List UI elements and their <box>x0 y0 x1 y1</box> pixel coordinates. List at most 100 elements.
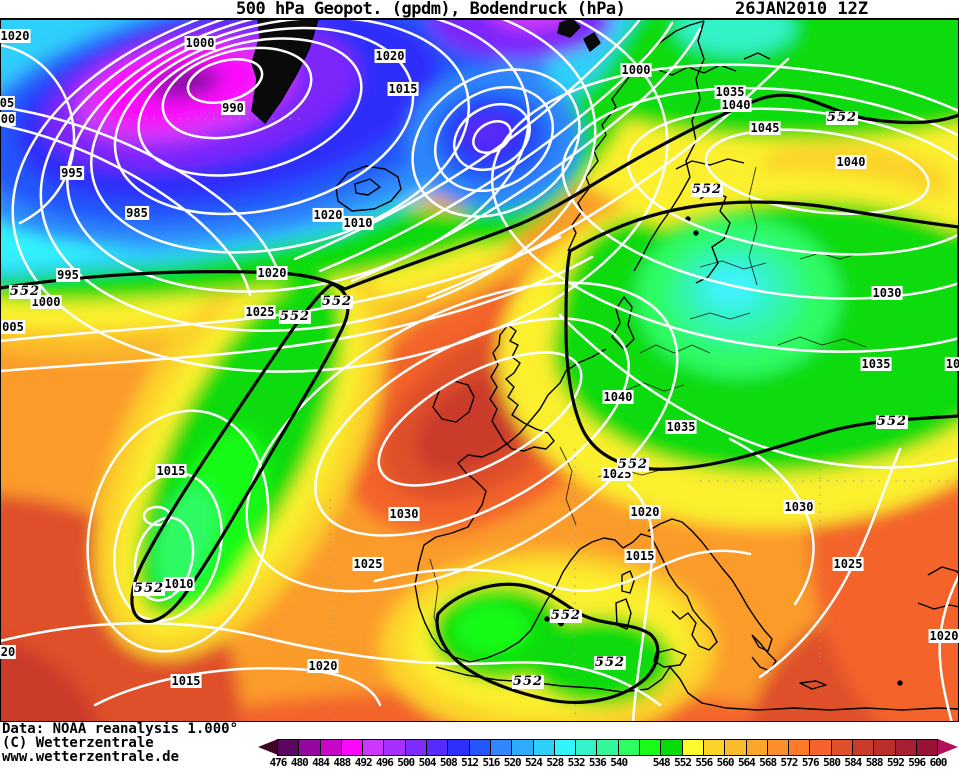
geopotential-552-label: 552 <box>875 414 909 429</box>
isobar-label: 1025 <box>352 557 384 571</box>
colorbar-cell <box>617 739 641 756</box>
isobar-label: 1015 <box>170 674 202 688</box>
geopotential-552-contours <box>0 93 959 704</box>
colorbar-cell <box>894 739 917 756</box>
colorbar-tick-label: 512 <box>461 756 479 769</box>
isobar-label: 1000 <box>620 63 652 77</box>
isobar-label: 985 <box>125 206 149 220</box>
greece-coast <box>751 634 777 672</box>
isobar-label: 1040 <box>720 98 752 112</box>
black-sea-coast <box>927 566 959 576</box>
isobar-label: 1015 <box>155 464 187 478</box>
colorbar-cell <box>468 739 491 756</box>
isobar-label: 1030 <box>871 286 903 300</box>
colorbar-tick-label: 560 <box>716 756 735 769</box>
colorbar-cell <box>532 739 555 756</box>
colorbar-cell <box>766 739 790 756</box>
isobar-label: 1020 <box>312 208 344 222</box>
colorbar-cell <box>702 739 726 756</box>
colorbar-tick-label: 508 <box>439 756 458 769</box>
ireland-coast <box>432 380 475 423</box>
website-line: www.wetterzentrale.de <box>2 749 180 765</box>
isobar-label: 1040 <box>835 155 867 169</box>
isobar-label: 1010 <box>342 216 374 230</box>
copyright-line: (C) Wetterzentrale <box>2 735 154 751</box>
colorbar-cell <box>426 739 449 756</box>
geopotential-552-label: 552 <box>132 581 166 596</box>
isobar-label: 005 <box>1 320 25 334</box>
colorbar-tick-label: 576 <box>801 756 820 769</box>
corsica-coast <box>621 570 635 594</box>
isobar-label: 1035 <box>714 85 746 99</box>
map-datetime: 26JAN2010 12Z <box>735 0 869 19</box>
colorbar-cell <box>298 739 321 756</box>
colorbar-cell <box>383 739 406 756</box>
colorbar-cell <box>724 739 747 756</box>
colorbar-cell <box>873 739 896 756</box>
colorbar-tick-label: 496 <box>376 756 394 769</box>
weather-map: 1020 1000 1020 1015 990 05 00 995 985 1020 1010 102… <box>0 18 959 722</box>
isobar-label: 1020 <box>374 49 406 63</box>
isobar-label: 10 <box>944 357 959 371</box>
colorbar-tick-label: 600 <box>929 756 948 769</box>
geopotential-552-label: 552 <box>593 655 627 670</box>
isobar-label: 1035 <box>860 357 892 371</box>
iceland-coast <box>335 165 402 212</box>
sardinia-coast <box>615 598 632 630</box>
colorbar-cell <box>553 739 577 756</box>
isobar-label: 995 <box>60 166 84 180</box>
colorbar <box>258 739 958 756</box>
colorbar-tick-label: 524 <box>525 756 543 769</box>
colorbar-cell <box>404 739 428 756</box>
geopotential-552-label: 552 <box>320 294 354 309</box>
colorbar-tick-label: 592 <box>886 756 905 769</box>
isobar-label: 1010 <box>163 577 195 591</box>
colorbar-cell <box>511 739 534 756</box>
colorbar-cell <box>277 739 300 756</box>
colorbar-cell <box>319 739 342 756</box>
colorbar-tick-label: 568 <box>759 756 777 769</box>
colorbar-cell <box>915 739 939 756</box>
colorbar-cell <box>660 739 683 756</box>
isobar-label: 1025 <box>244 305 276 319</box>
colorbar-arrow-right <box>938 739 958 755</box>
colorbar-tick-label: 556 <box>695 756 713 769</box>
colorbar-tick-label: 476 <box>269 756 288 769</box>
colorbar-tick-label: 480 <box>290 756 309 769</box>
sicily-coast <box>653 648 687 668</box>
colorbar-tick-label: 564 <box>737 756 756 769</box>
adriatic-coast <box>647 518 773 652</box>
denmark-coast <box>611 296 635 350</box>
colorbar-cells <box>277 739 939 756</box>
isobar-label: 995 <box>56 268 80 282</box>
isobar-label: 1045 <box>749 121 781 135</box>
colorbar-tick-label: 504 <box>418 756 437 769</box>
graticule <box>60 118 959 719</box>
colorbar-cell <box>489 739 513 756</box>
geopotential-552-label: 552 <box>511 674 545 689</box>
title-bar: 500 hPa Geopot. (gpdm), Bodendruck (hPa)… <box>0 0 959 18</box>
colorbar-cell <box>852 739 875 756</box>
colorbar-tick-label: 532 <box>567 756 586 769</box>
colorbar-cell <box>681 739 704 756</box>
colorbar-cell <box>830 739 854 756</box>
colorbar-tick-label: 500 <box>397 756 415 769</box>
map-title: 500 hPa Geopot. (gpdm), Bodendruck (hPa) <box>236 0 626 19</box>
colorbar-tick-label: 572 <box>780 756 799 769</box>
isobar-label: 1020 <box>307 659 339 673</box>
colorbar-cell <box>596 739 619 756</box>
colorbar-cell <box>362 739 385 756</box>
isobar-label: 05 <box>0 96 16 110</box>
colorbar-ticks: 476 480 484 488 492 496 500 504 508 512 516 520 524 5… <box>258 757 959 769</box>
colorbar-cell <box>340 739 364 756</box>
colorbar-cell <box>788 739 811 756</box>
colorbar-cell <box>639 739 662 756</box>
isobar-label: 1015 <box>387 82 419 96</box>
isobar-label: 1035 <box>665 420 697 434</box>
colorbar-tick-label: 484 <box>312 756 330 769</box>
greenland-coast <box>251 19 319 124</box>
colorbar-tick-label: 588 <box>865 756 884 769</box>
colorbar-tick-label: 492 <box>354 756 373 769</box>
colorbar-cell <box>447 739 470 756</box>
